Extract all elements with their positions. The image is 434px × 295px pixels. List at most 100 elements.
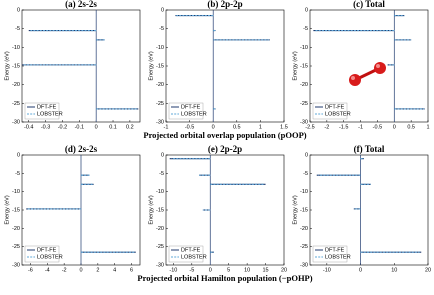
y-tick-label: -30 xyxy=(300,119,308,125)
y-axis-label: Energy (eV) xyxy=(148,51,154,81)
y-tick-label: -20 xyxy=(156,226,164,232)
molecule-icon xyxy=(349,62,386,86)
x-tick-label: -0.2 xyxy=(58,124,67,130)
x-tick-label: -2 xyxy=(62,267,67,273)
x-tick-label: 0 xyxy=(79,267,82,273)
x-tick-label: 1 xyxy=(426,124,429,130)
y-tick-label: -25 xyxy=(156,244,164,250)
x-tick-label: 15 xyxy=(263,267,269,273)
x-tick-label: -5 xyxy=(189,267,194,273)
x-tick-label: -0.5 xyxy=(373,124,382,130)
y-tick-label: -10 xyxy=(12,189,20,195)
panel-title: (d) 2s-2s xyxy=(65,144,98,154)
y-tick-label: 0 xyxy=(305,152,308,158)
x-tick-label: 0.1 xyxy=(109,124,117,130)
legend-label: DFT-FE xyxy=(37,104,57,110)
x-tick-label: 1.5 xyxy=(280,124,288,130)
y-tick-label: -10 xyxy=(300,45,308,51)
legend-label: LOBSTER xyxy=(37,111,63,117)
y-tick-label: -30 xyxy=(300,262,308,268)
x-tick-label: 20 xyxy=(425,267,431,273)
y-tick-label: -20 xyxy=(12,226,20,232)
x-tick-label: 0 xyxy=(359,267,362,273)
y-tick-label: -30 xyxy=(12,119,20,125)
x-tick-label: -0.5 xyxy=(185,124,194,130)
x-tick-label: -10 xyxy=(323,267,331,273)
x-tick-label: -1.5 xyxy=(339,124,348,130)
x-tick-label: -6 xyxy=(28,267,33,273)
x-tick-label: 10 xyxy=(391,267,397,273)
y-tick-label: -10 xyxy=(156,189,164,195)
y-tick-label: 0 xyxy=(305,7,308,13)
panel-title: (c) Total xyxy=(353,0,385,9)
x-tick-label: 6 xyxy=(130,267,133,273)
x-tick-label: -1 xyxy=(358,124,363,130)
y-tick-label: -25 xyxy=(12,101,20,107)
x-tick-label: 0.2 xyxy=(126,124,134,130)
x-tick-label: -2 xyxy=(324,124,329,130)
x-tick-label: 0.5 xyxy=(233,124,241,130)
x-tick-label: -0.4 xyxy=(24,124,33,130)
y-tick-label: -30 xyxy=(12,262,20,268)
y-tick-label: -20 xyxy=(300,82,308,88)
y-tick-label: -25 xyxy=(12,244,20,250)
x-tick-label: 5 xyxy=(227,267,230,273)
legend-label: DFT-FE xyxy=(325,104,345,110)
y-tick-label: -5 xyxy=(303,26,308,32)
y-tick-label: -20 xyxy=(300,226,308,232)
y-tick-label: -20 xyxy=(156,82,164,88)
panel-title: (b) 2p-2p xyxy=(207,0,242,9)
y-tick-label: -15 xyxy=(156,207,164,213)
y-tick-label: -10 xyxy=(156,45,164,51)
x-tick-label: 2 xyxy=(96,267,99,273)
y-tick-label: -15 xyxy=(12,207,20,213)
y-tick-label: -30 xyxy=(156,262,164,268)
y-tick-label: -30 xyxy=(156,119,164,125)
x-tick-label: -0.1 xyxy=(75,124,84,130)
legend-label: LOBSTER xyxy=(181,254,207,260)
y-tick-label: 0 xyxy=(161,7,164,13)
x-tick-label: 0 xyxy=(393,124,396,130)
y-tick-label: -5 xyxy=(159,26,164,32)
y-tick-label: 0 xyxy=(17,7,20,13)
y-tick-label: -5 xyxy=(15,26,20,32)
y-tick-label: -5 xyxy=(15,171,20,177)
x-tick-label: 0.5 xyxy=(407,124,415,130)
x-tick-label: 1 xyxy=(259,124,262,130)
legend-label: LOBSTER xyxy=(181,111,207,117)
x-tick-label: 0 xyxy=(95,124,98,130)
y-tick-label: -15 xyxy=(300,63,308,69)
y-tick-label: -25 xyxy=(300,101,308,107)
x-tick-label: 4 xyxy=(113,267,116,273)
y-tick-label: -10 xyxy=(12,45,20,51)
x-tick-label: -0.3 xyxy=(41,124,50,130)
legend-label: DFT-FE xyxy=(325,247,345,253)
x-axis-label: Projected orbital Hamilton population (−… xyxy=(137,273,312,283)
panel: (e) 2p-2p Energy (eV) 0 -5 -10 -15 -20 -25 -30 -1… xyxy=(137,144,312,283)
x-tick-label: -10 xyxy=(169,267,177,273)
legend-label: DFT-FE xyxy=(181,247,201,253)
panel-title: (f) Total xyxy=(354,144,385,154)
y-tick-label: -10 xyxy=(300,189,308,195)
x-tick-label: -2.5 xyxy=(305,124,314,130)
panel: (f) Total Energy (eV) 0 -5 -10 -15 -20 -25 -30 -1… xyxy=(292,144,431,273)
y-tick-label: -5 xyxy=(159,171,164,177)
x-tick-label: 10 xyxy=(244,267,250,273)
x-tick-label: 0 xyxy=(212,124,215,130)
y-axis-label: Energy (eV) xyxy=(4,51,10,81)
x-tick-label: -1 xyxy=(164,124,169,130)
legend-label: LOBSTER xyxy=(37,254,63,260)
legend-label: LOBSTER xyxy=(325,111,351,117)
y-tick-label: -25 xyxy=(156,101,164,107)
y-tick-label: 0 xyxy=(161,152,164,158)
y-axis-label: Energy (eV) xyxy=(292,51,298,81)
y-tick-label: -20 xyxy=(12,82,20,88)
y-tick-label: -15 xyxy=(300,207,308,213)
y-axis-label: Energy (eV) xyxy=(292,195,298,225)
panel-title: (a) 2s-2s xyxy=(65,0,97,9)
panel-title: (e) 2p-2p xyxy=(208,144,242,154)
legend-label: DFT-FE xyxy=(37,247,57,253)
